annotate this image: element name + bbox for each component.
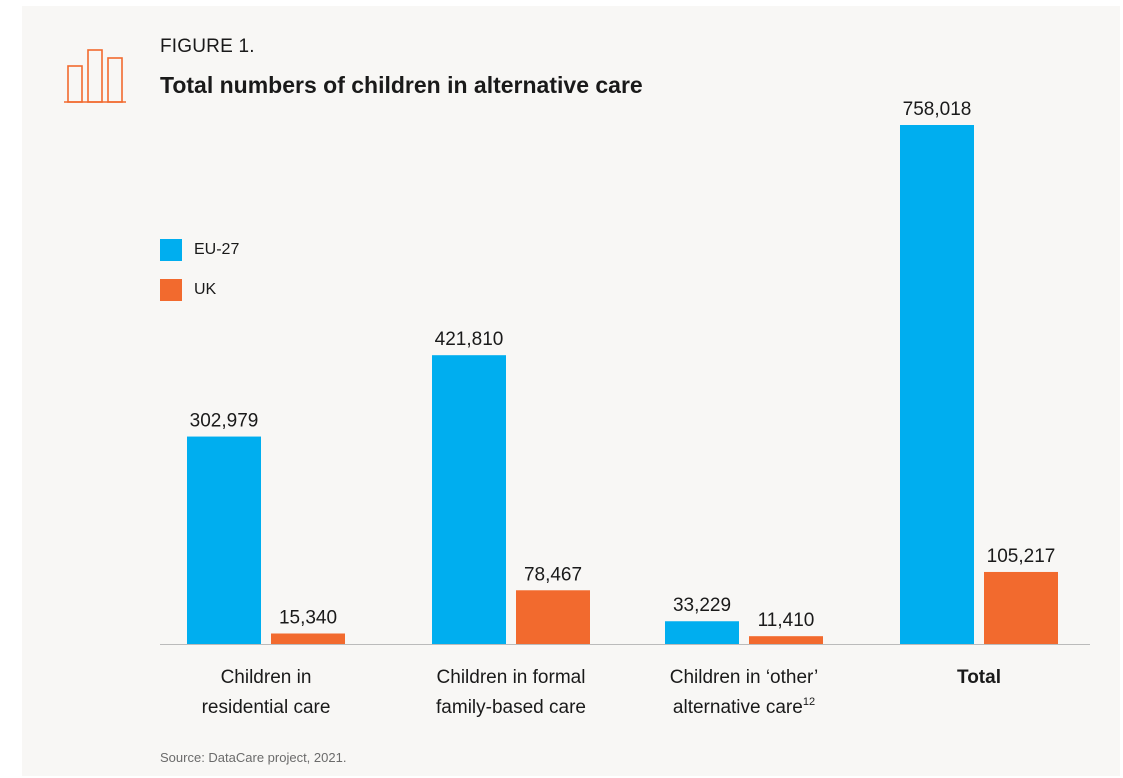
category-label-0-line-0: Children in (221, 667, 312, 688)
footnote-marker: 12 (803, 696, 815, 708)
category-label-3-line-0: Total (957, 667, 1001, 688)
legend-item-uk: UK (160, 279, 239, 301)
bar-eu27-2 (665, 621, 739, 644)
value-label-uk-2: 11,410 (758, 610, 815, 631)
value-label-eu27-1: 421,810 (435, 329, 504, 350)
value-label-eu27-0: 302,979 (190, 411, 259, 432)
category-label-0-line-1: residential care (202, 697, 331, 718)
bar-uk-2 (749, 636, 823, 644)
legend-label-eu27: EU-27 (194, 241, 240, 258)
legend-swatch-eu27 (160, 239, 182, 261)
category-label-2-line-0: Children in ‘other’ (670, 667, 819, 688)
legend-item-eu27: EU-27 (160, 239, 239, 261)
category-label-2-line-1: alternative care12 (673, 696, 815, 718)
category-label-1-line-1: family-based care (436, 697, 586, 718)
figure-label: FIGURE 1. (160, 36, 255, 57)
bar-eu27-1 (432, 355, 506, 644)
bar-uk-1 (516, 590, 590, 644)
bar-chart-icon (64, 49, 126, 103)
bar-uk-3 (984, 571, 1058, 644)
value-label-uk-3: 105,217 (987, 546, 1056, 567)
value-label-uk-1: 78,467 (524, 564, 582, 585)
value-label-eu27-2: 33,229 (673, 595, 731, 616)
legend-swatch-uk (160, 279, 182, 301)
legend-label-uk: UK (194, 281, 217, 298)
bar-eu27-3 (900, 125, 974, 644)
category-label-1-line-0: Children in formal (437, 667, 586, 688)
source-note: Source: DataCare project, 2021. (160, 750, 347, 765)
bar-eu27-0 (187, 436, 261, 644)
chart-title: Total numbers of children in alternative… (160, 72, 643, 98)
bar-uk-0 (271, 633, 345, 644)
value-label-eu27-3: 758,018 (903, 99, 972, 120)
value-label-uk-0: 15,340 (279, 607, 337, 628)
legend: EU-27 UK (160, 239, 239, 319)
